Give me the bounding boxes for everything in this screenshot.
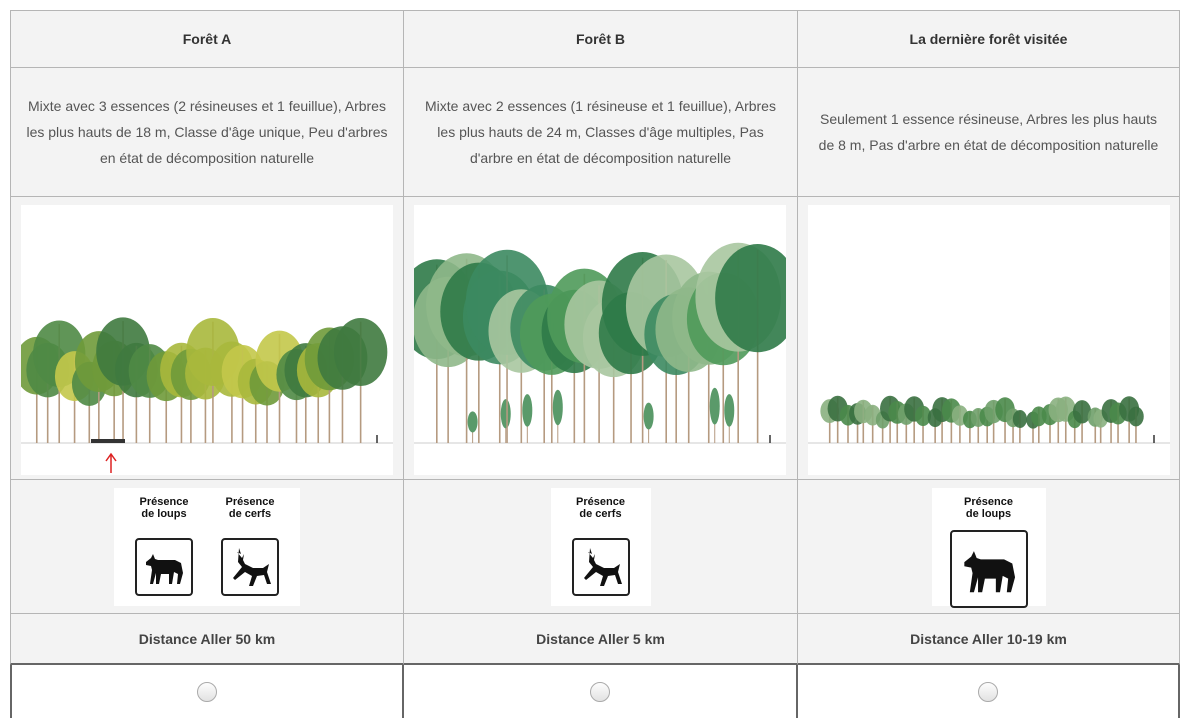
crown xyxy=(500,399,511,429)
crown xyxy=(1128,406,1144,427)
column: Forêt B Mixte avec 2 essences (1 résineu… xyxy=(404,10,798,718)
crown xyxy=(1072,400,1092,424)
column: La dernière forêt visitée Seulement 1 es… xyxy=(798,10,1180,718)
silhouette xyxy=(233,547,271,586)
distance: Distance Aller 10-19 km xyxy=(798,614,1180,665)
forest-illustration xyxy=(414,205,786,475)
signs-panel: Présence de loups Présence de cerfs xyxy=(114,487,300,606)
image-cell xyxy=(798,197,1180,480)
sign: Présence de cerfs xyxy=(569,488,633,596)
crown xyxy=(643,402,654,430)
crown xyxy=(552,389,563,426)
sign: Présence de cerfs xyxy=(218,488,282,596)
signs-panel: Présence de loups xyxy=(931,487,1046,608)
crown xyxy=(522,394,533,427)
column-header: Forêt B xyxy=(404,10,798,68)
description: Mixte avec 3 essences (2 résineuses et 1… xyxy=(10,68,404,197)
image-cell xyxy=(10,197,404,480)
wolf-icon xyxy=(135,537,193,596)
crown xyxy=(915,405,932,426)
crown xyxy=(467,411,478,433)
icons-cell: Présence de loups xyxy=(798,480,1180,614)
crown xyxy=(724,394,735,427)
icons-cell: Présence de cerfs xyxy=(404,480,798,614)
radio-cell xyxy=(10,665,404,718)
deer-icon xyxy=(221,537,279,596)
deer-icon xyxy=(571,537,630,596)
crown xyxy=(333,318,388,386)
sign-label: Présence de loups xyxy=(964,495,1013,520)
silhouette xyxy=(146,553,183,584)
icons-cell: Présence de loups Présence de cerfs xyxy=(10,480,404,614)
sign: Présence de loups xyxy=(132,488,196,596)
sign-label: Présence de cerfs xyxy=(576,495,625,520)
radio-cell xyxy=(404,665,798,718)
crown xyxy=(709,387,720,425)
image-cell xyxy=(404,197,798,480)
description: Mixte avec 2 essences (1 résineuse et 1 … xyxy=(404,68,798,197)
radio-cell xyxy=(798,665,1180,718)
sign-label: Présence de cerfs xyxy=(225,495,275,520)
crown xyxy=(715,244,786,353)
deadwood xyxy=(91,439,125,443)
column-header: La dernière forêt visitée xyxy=(798,10,1180,68)
wolf-icon xyxy=(949,529,1028,608)
radio-button[interactable] xyxy=(197,681,217,702)
red-arrow xyxy=(105,452,117,473)
description: Seulement 1 essence résineuse, Arbres le… xyxy=(798,68,1180,197)
silhouette xyxy=(963,550,1015,592)
radio-button[interactable] xyxy=(590,681,610,702)
column-header: Forêt A xyxy=(10,10,404,68)
radio-button[interactable] xyxy=(978,681,998,702)
sign: Présence de loups xyxy=(949,488,1028,608)
signs-panel: Présence de cerfs xyxy=(550,487,651,606)
sign-label: Présence de loups xyxy=(139,495,189,520)
column: Forêt A Mixte avec 3 essences (2 résineu… xyxy=(10,10,404,718)
crown xyxy=(1012,410,1027,428)
distance: Distance Aller 5 km xyxy=(404,614,798,665)
forest-illustration xyxy=(808,205,1170,475)
choice-table: Forêt A Mixte avec 3 essences (2 résineu… xyxy=(10,10,1180,718)
silhouette xyxy=(583,547,622,586)
forest-illustration xyxy=(21,205,393,475)
distance: Distance Aller 50 km xyxy=(10,614,404,665)
